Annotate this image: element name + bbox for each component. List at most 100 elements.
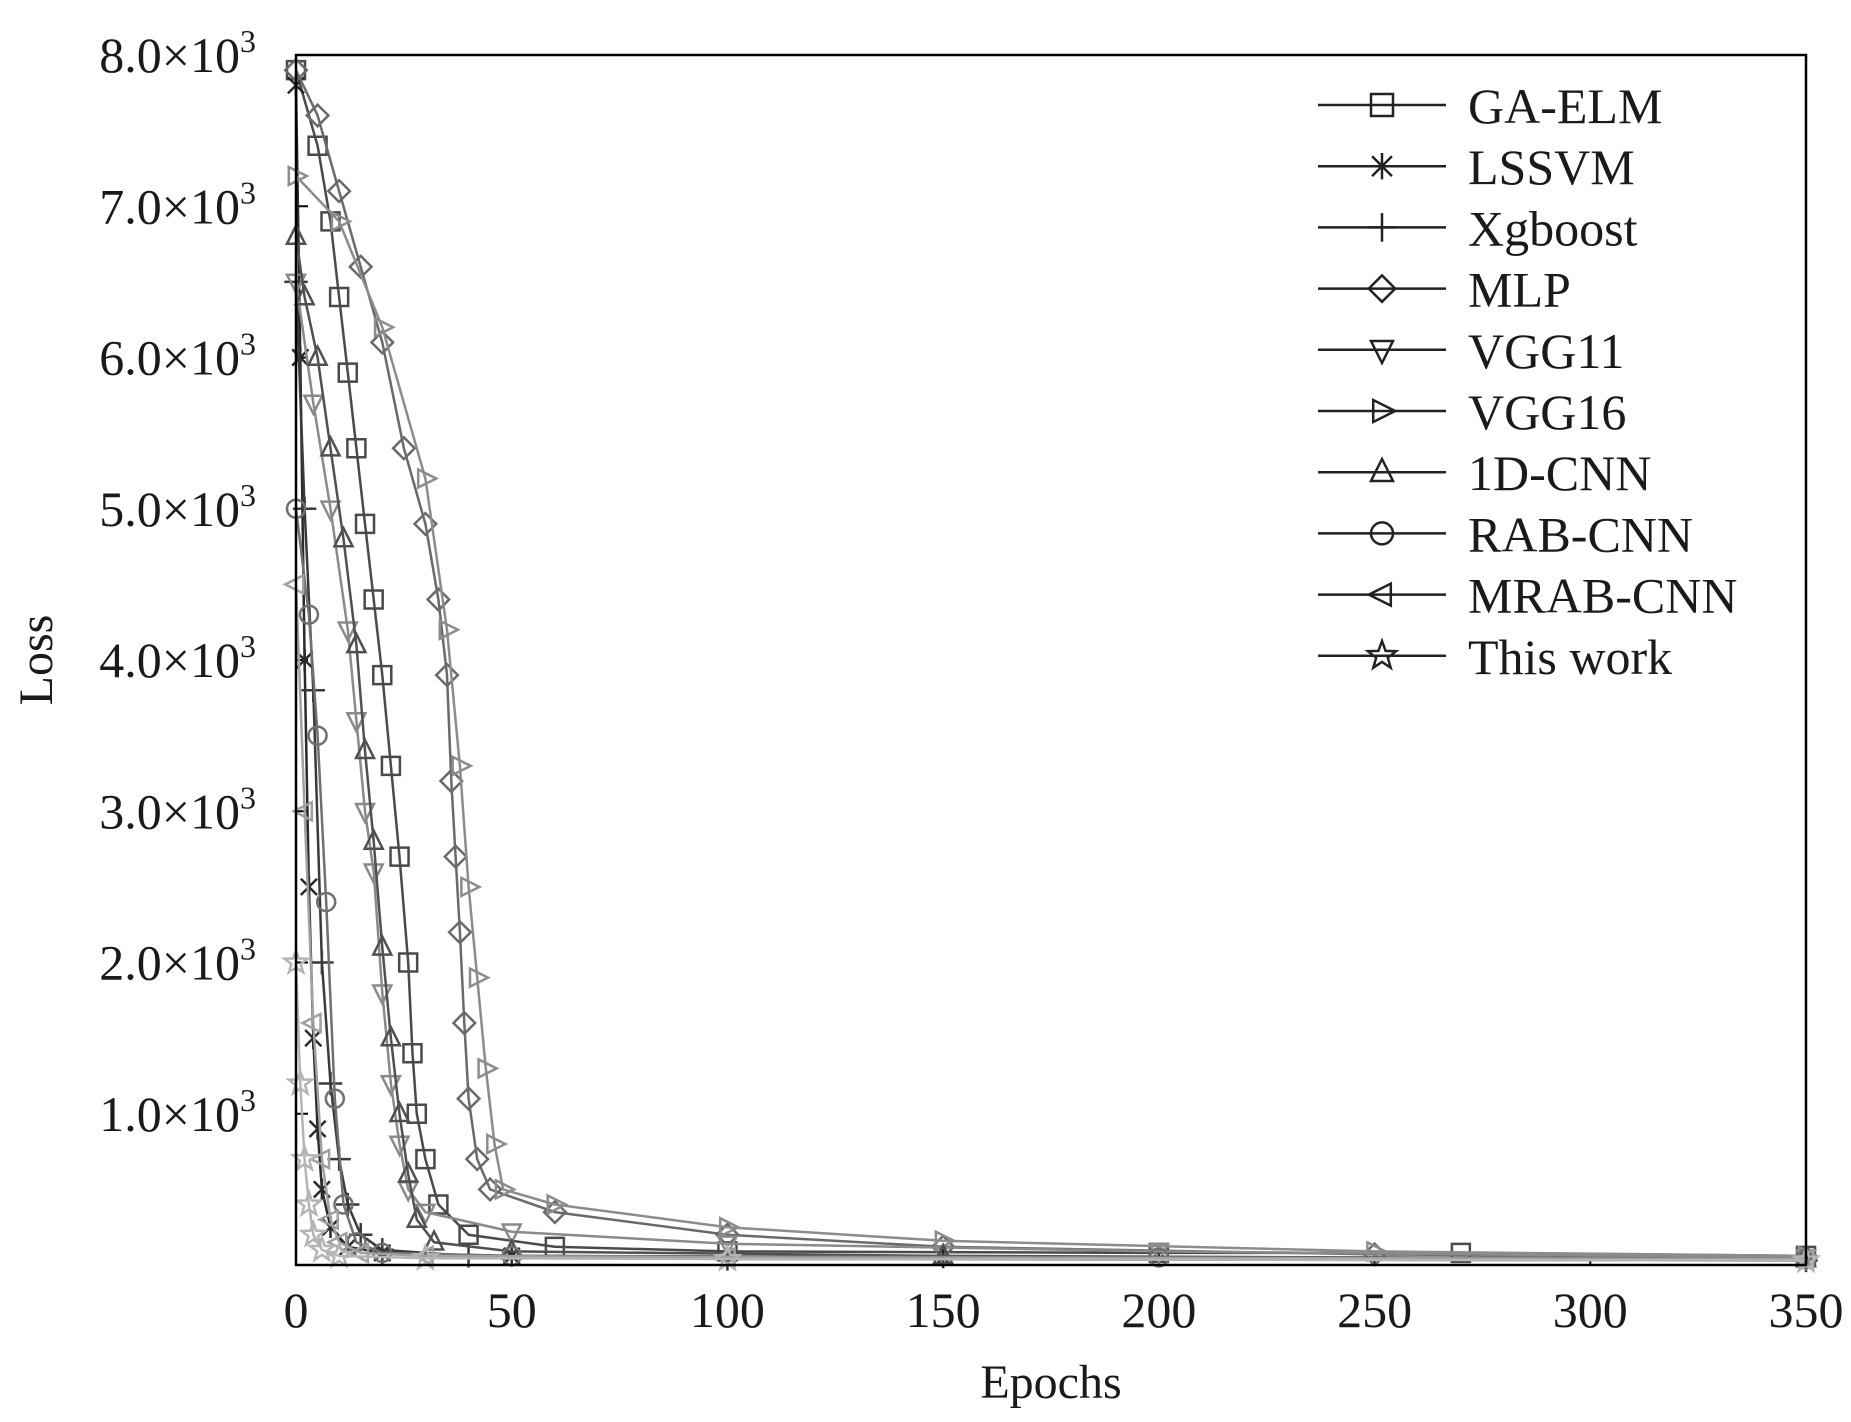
series-1d-cnn bbox=[284, 222, 1818, 1268]
y-axis-ticks: 1.0×103 2.0×103 3.0×103 4.0×103 5.0×103 6.0×1… bbox=[99, 23, 308, 1142]
data-point bbox=[293, 1188, 325, 1218]
y-tick-label: 5.0×103 bbox=[99, 477, 256, 537]
data-point bbox=[468, 966, 491, 989]
plot-frame bbox=[294, 53, 1808, 1267]
data-point bbox=[306, 1233, 337, 1263]
data-point bbox=[328, 286, 350, 308]
data-point bbox=[718, 1216, 741, 1239]
data-point bbox=[460, 875, 483, 898]
data-point bbox=[324, 1240, 355, 1269]
data-point bbox=[716, 1235, 739, 1258]
legend-label: VGG16 bbox=[1468, 384, 1626, 440]
data-point bbox=[307, 725, 328, 746]
data-point bbox=[388, 1100, 411, 1123]
data-point bbox=[316, 1208, 339, 1231]
legend-item: This work bbox=[1318, 629, 1672, 685]
series-line bbox=[294, 584, 1807, 1261]
legend-marker bbox=[1364, 637, 1400, 671]
legend-label: MRAB-CNN bbox=[1468, 568, 1737, 624]
data-point bbox=[1147, 1242, 1170, 1265]
legend-label: Xgboost bbox=[1468, 200, 1638, 256]
data-point bbox=[308, 1118, 327, 1140]
y-tick-label: 4.0×103 bbox=[99, 628, 256, 688]
x-tick-label: 300 bbox=[1553, 1282, 1628, 1338]
data-point bbox=[362, 863, 385, 886]
y-tick-label: 7.0×103 bbox=[99, 174, 256, 234]
data-point bbox=[336, 621, 359, 644]
legend-marker bbox=[1371, 397, 1398, 425]
legend-label: VGG11 bbox=[1468, 323, 1624, 379]
data-point bbox=[319, 434, 342, 457]
data-point bbox=[416, 467, 439, 490]
series-line bbox=[294, 236, 1807, 1261]
data-point bbox=[423, 1228, 446, 1251]
y-tick-label: 8.0×103 bbox=[99, 23, 256, 83]
legend-marker bbox=[1369, 521, 1395, 546]
x-tick-label: 150 bbox=[906, 1282, 981, 1338]
data-point bbox=[299, 1011, 322, 1035]
data-point bbox=[345, 631, 368, 654]
data-point bbox=[500, 1223, 523, 1246]
data-point bbox=[371, 933, 394, 956]
x-tick-label: 100 bbox=[690, 1282, 765, 1338]
legend-item: VGG11 bbox=[1318, 323, 1624, 379]
series-line bbox=[294, 69, 1807, 1258]
data-point bbox=[369, 329, 395, 355]
data-point bbox=[443, 844, 469, 870]
data-point bbox=[346, 438, 367, 459]
data-point bbox=[330, 210, 353, 233]
data-point bbox=[451, 1010, 477, 1036]
data-point bbox=[477, 1176, 503, 1202]
data-point bbox=[434, 662, 460, 688]
data-point bbox=[332, 525, 355, 548]
legend-marker bbox=[1367, 213, 1397, 242]
data-point bbox=[391, 435, 417, 461]
data-point bbox=[326, 178, 352, 204]
y-tick-label: 2.0×103 bbox=[99, 931, 256, 991]
legend-label: LSSVM bbox=[1468, 139, 1635, 195]
data-point bbox=[333, 1194, 354, 1215]
data-point bbox=[389, 846, 410, 867]
x-axis-label: Epochs bbox=[980, 1356, 1121, 1409]
data-point bbox=[306, 343, 329, 366]
data-point bbox=[934, 1229, 957, 1252]
data-point bbox=[282, 573, 305, 596]
data-point bbox=[414, 1203, 437, 1226]
y-tick-label: 1.0×103 bbox=[99, 1082, 256, 1142]
legend-marker bbox=[1366, 581, 1393, 608]
data-point bbox=[447, 919, 473, 945]
data-point bbox=[451, 754, 474, 777]
data-point bbox=[293, 283, 316, 306]
y-tick-label: 3.0×103 bbox=[99, 779, 256, 839]
legend-item: MRAB-CNN bbox=[1318, 568, 1737, 624]
plot-area bbox=[280, 57, 1822, 1274]
data-point bbox=[397, 952, 419, 973]
data-point bbox=[405, 1206, 428, 1229]
data-point bbox=[308, 1148, 331, 1171]
data-point bbox=[363, 589, 384, 610]
legend-item: 1D-CNN bbox=[1318, 445, 1651, 501]
data-point bbox=[397, 1160, 420, 1183]
legend-item: RAB-CNN bbox=[1318, 506, 1693, 562]
data-point bbox=[372, 664, 393, 686]
legend-marker bbox=[1369, 92, 1395, 118]
data-point bbox=[932, 1242, 955, 1265]
legend-item: VGG16 bbox=[1318, 384, 1626, 440]
x-tick-label: 250 bbox=[1337, 1282, 1412, 1338]
data-point bbox=[458, 1224, 479, 1245]
series-this-work bbox=[280, 946, 1822, 1274]
data-point bbox=[438, 618, 461, 641]
x-tick-label: 50 bbox=[487, 1282, 537, 1338]
data-point bbox=[410, 1242, 441, 1272]
data-point bbox=[380, 755, 402, 777]
data-point bbox=[354, 513, 376, 535]
legend-marker bbox=[1371, 153, 1393, 180]
legend-item: LSSVM bbox=[1318, 139, 1635, 195]
data-point bbox=[546, 1193, 569, 1216]
legend-label: MLP bbox=[1468, 262, 1571, 318]
data-point bbox=[494, 1178, 517, 1201]
data-point bbox=[415, 1148, 436, 1170]
data-point bbox=[373, 316, 396, 339]
data-point bbox=[477, 1057, 500, 1080]
